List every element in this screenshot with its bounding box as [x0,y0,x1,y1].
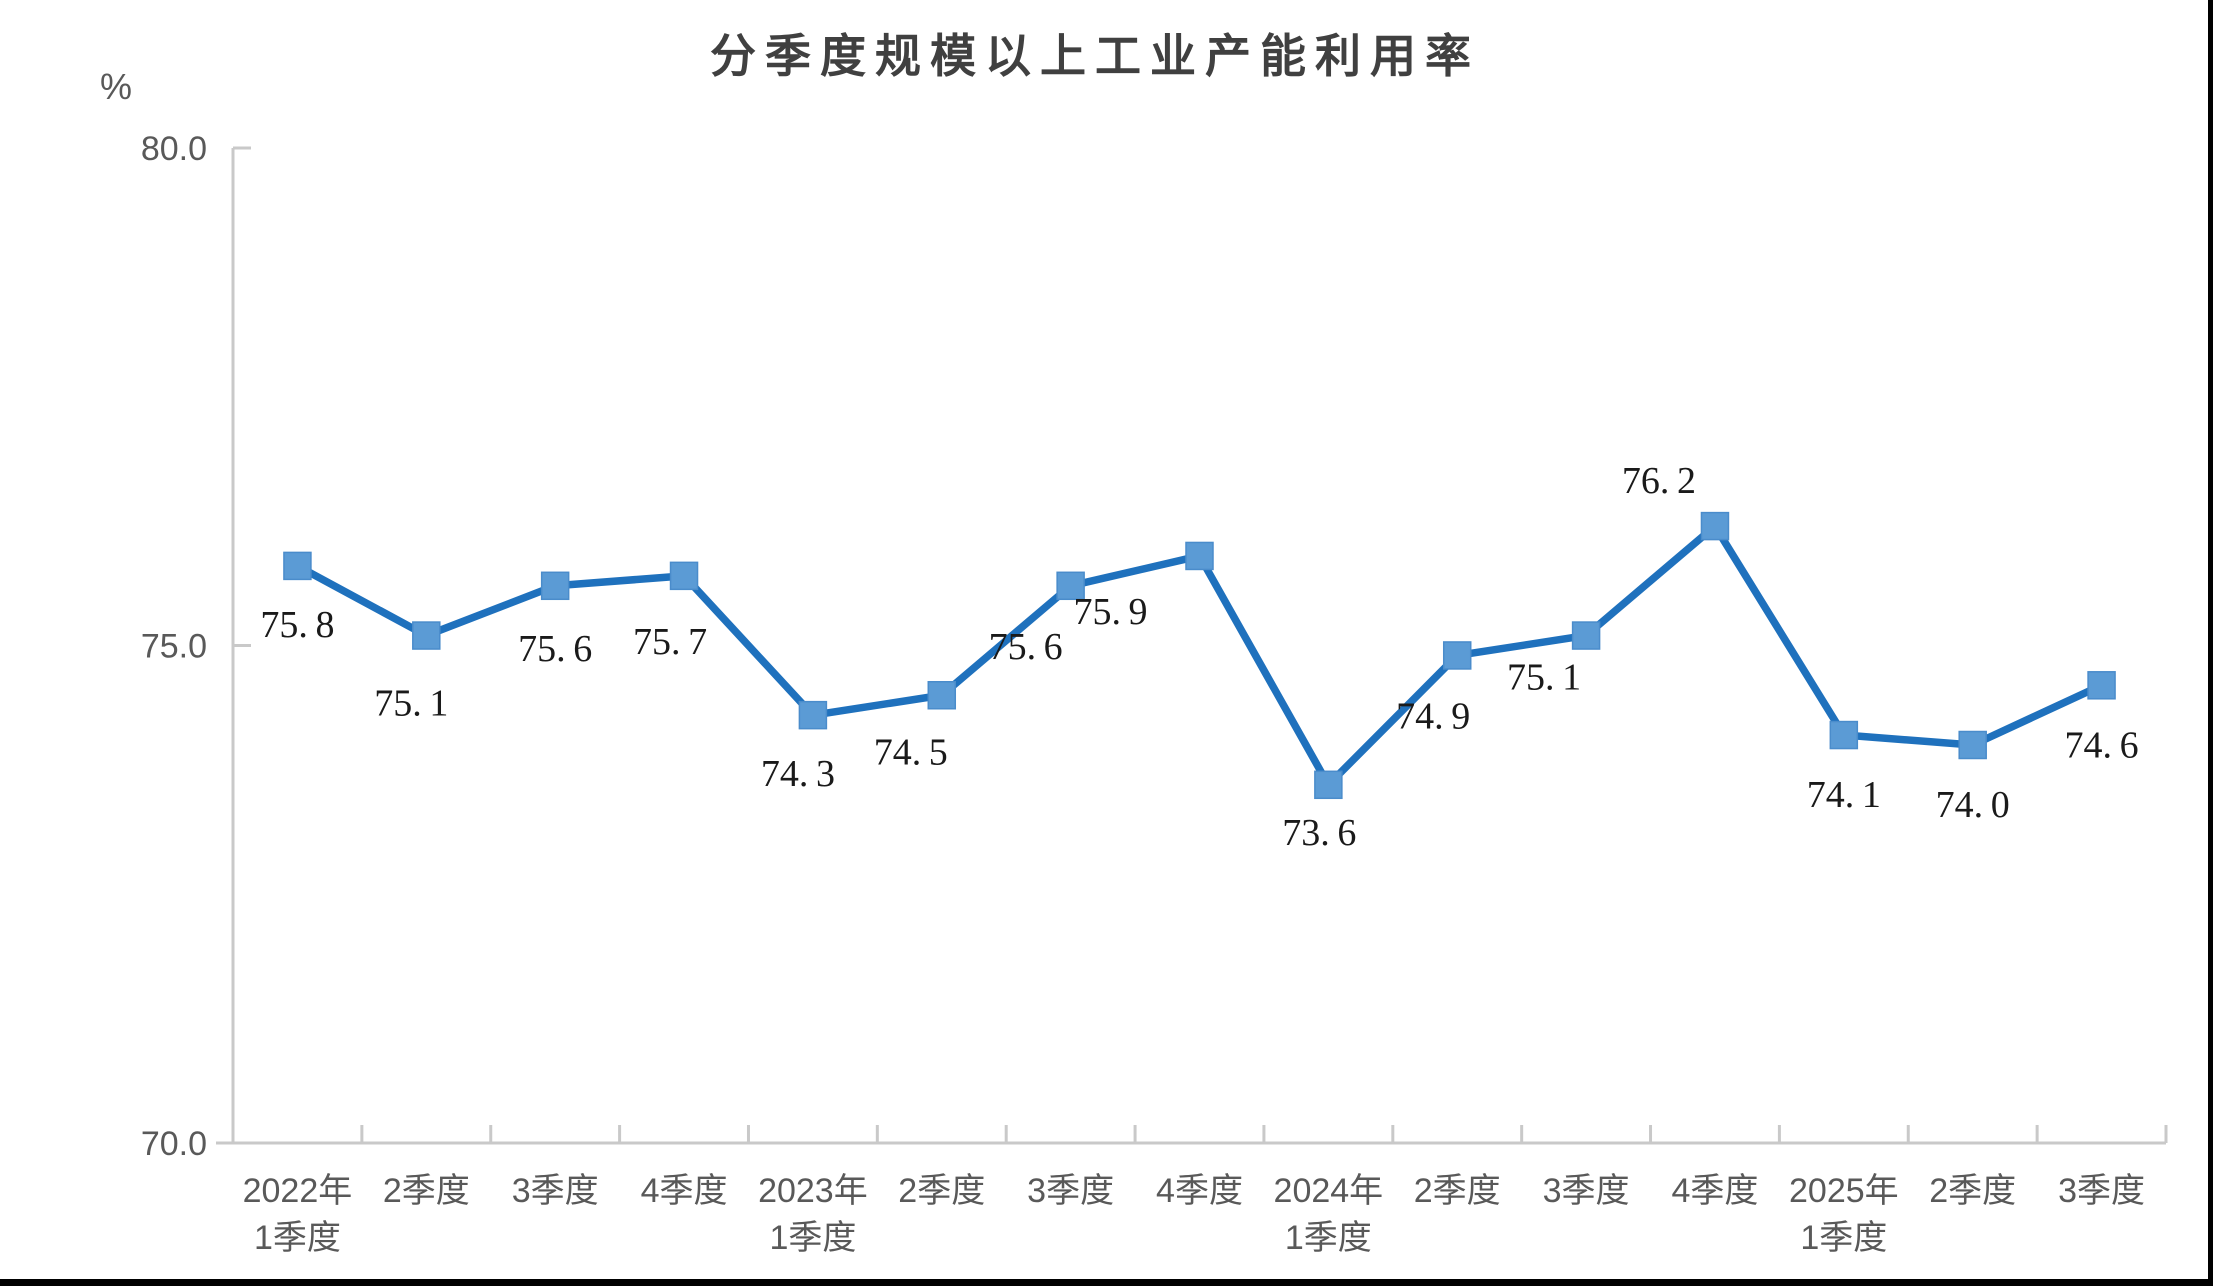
x-axis-category-label: 2024年 [1274,1172,1384,1210]
x-axis-category-label: 2季度 [1414,1172,1501,1210]
x-axis-category-label: 4季度 [641,1172,728,1210]
data-point-marker [1958,730,1987,760]
x-axis-category-label: 1季度 [769,1219,856,1257]
data-point-marker [798,700,828,730]
data-point-label: 76. 2 [1622,460,1696,502]
x-axis-category-label: 3季度 [1543,1172,1630,1210]
data-point-marker [1571,621,1601,650]
window-right-border [2208,0,2213,1286]
data-point-marker [1056,571,1085,601]
x-axis-category-label: 4季度 [1672,1172,1759,1210]
data-point-marker [669,561,699,591]
y-axis-tick-label: 70.0 [141,1125,207,1163]
x-axis-category-label: 3季度 [1027,1172,1114,1210]
data-point-marker [927,681,957,710]
data-point-label: 75. 6 [518,628,592,670]
x-axis-category-label: 2025年 [1789,1172,1899,1210]
x-axis-category-label: 2季度 [898,1172,985,1210]
data-point-label: 75. 9 [1073,591,1147,633]
x-axis-category-label: 1季度 [1800,1219,1887,1257]
window-bottom-border [0,1279,2213,1286]
data-point-label: 74. 9 [1396,695,1470,737]
data-point-label: 75. 1 [374,683,448,725]
x-axis-category-label: 2季度 [383,1172,470,1210]
x-axis-category-label: 4季度 [1156,1172,1243,1210]
data-point-label: 74. 6 [2065,724,2139,766]
data-point-marker [1829,720,1859,750]
data-point-label: 74. 0 [1936,784,2010,826]
y-axis-tick-label: 75.0 [141,628,207,666]
x-axis-category-label: 3季度 [2058,1172,2145,1210]
data-point-marker [2087,671,2116,700]
x-axis-category-label: 3季度 [512,1172,599,1210]
data-point-label: 75. 1 [1507,657,1581,699]
x-axis-category-label: 2季度 [1929,1172,2016,1210]
data-point-marker [1700,511,1730,541]
data-point-marker [412,621,441,650]
data-point-marker [1185,541,1214,571]
x-axis-category-label: 1季度 [1285,1219,1372,1257]
x-axis-category-label: 2023年 [758,1172,868,1210]
y-axis-tick-label: 80.0 [141,130,207,168]
data-point-marker [283,551,312,581]
chart-title: 分季度规模以上工业产能利用率 [710,30,1480,82]
data-point-label: 75. 8 [260,604,334,646]
y-axis-unit-label: % [100,66,133,107]
data-point-label: 73. 6 [1282,812,1356,854]
data-point-marker [540,571,570,601]
x-axis-category-label: 2022年 [243,1172,353,1210]
x-axis-category-label: 1季度 [254,1219,341,1257]
data-point-marker [1442,641,1472,670]
data-point-label: 75. 7 [633,621,707,663]
data-point-marker [1314,770,1343,800]
data-point-label: 74. 1 [1807,774,1881,816]
data-point-label: 75. 6 [989,626,1063,668]
data-point-label: 74. 5 [874,731,948,773]
data-point-label: 74. 3 [761,753,835,795]
